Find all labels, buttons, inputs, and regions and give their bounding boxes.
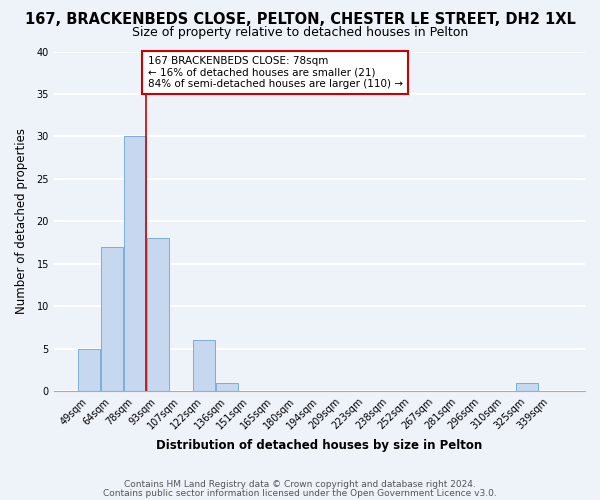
Bar [78, 349, 100, 392]
Bar [147, 238, 169, 392]
Text: Contains public sector information licensed under the Open Government Licence v3: Contains public sector information licen… [103, 489, 497, 498]
X-axis label: Distribution of detached houses by size in Pelton: Distribution of detached houses by size … [156, 440, 482, 452]
Bar [516, 383, 538, 392]
Y-axis label: Number of detached properties: Number of detached properties [15, 128, 28, 314]
Text: Size of property relative to detached houses in Pelton: Size of property relative to detached ho… [132, 26, 468, 39]
Text: Contains HM Land Registry data © Crown copyright and database right 2024.: Contains HM Land Registry data © Crown c… [124, 480, 476, 489]
Text: 167, BRACKENBEDS CLOSE, PELTON, CHESTER LE STREET, DH2 1XL: 167, BRACKENBEDS CLOSE, PELTON, CHESTER … [25, 12, 575, 28]
Bar [124, 136, 146, 392]
Text: 167 BRACKENBEDS CLOSE: 78sqm
← 16% of detached houses are smaller (21)
84% of se: 167 BRACKENBEDS CLOSE: 78sqm ← 16% of de… [148, 56, 403, 89]
Bar [193, 340, 215, 392]
Bar [101, 247, 123, 392]
Bar [216, 383, 238, 392]
